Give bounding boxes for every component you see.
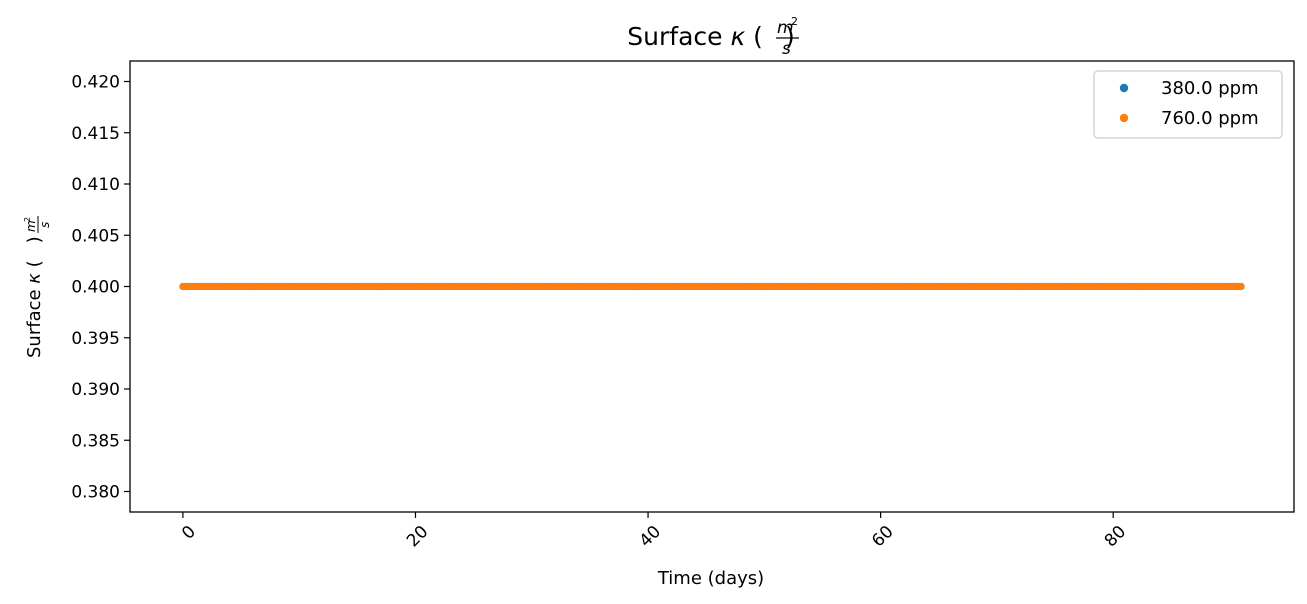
title-kappa: κ — [730, 22, 745, 51]
y-tick-label: 0.415 — [71, 124, 120, 144]
ylabel-fraction-numerator: m — [24, 220, 38, 232]
ylabel-fraction-superscript: 2 — [23, 217, 32, 222]
legend-marker-760-ppm — [1119, 113, 1129, 123]
ylabel-kappa: κ — [24, 273, 45, 284]
data-points — [179, 282, 1245, 291]
legend-frame — [1093, 70, 1283, 139]
title-close-paren: ) — [785, 22, 795, 51]
data-point — [1237, 282, 1245, 291]
legend-label-760-ppm: 760.0 ppm — [1161, 108, 1259, 129]
title-prefix: Surface — [627, 22, 730, 51]
chart-title: Surface κ ( ) — [627, 22, 794, 51]
legend: 380.0 ppm 760.0 ppm — [1093, 70, 1283, 139]
x-axis-label: Time (days) — [657, 568, 764, 589]
y-tick-label: 0.410 — [71, 175, 120, 195]
ylabel-fraction-denominator: s — [38, 222, 52, 228]
legend-label-380-ppm: 380.0 ppm — [1161, 78, 1259, 99]
title-fraction-denominator: s — [782, 39, 791, 59]
ylabel-open-paren: ( — [24, 260, 45, 273]
legend-marker-380-ppm — [1119, 83, 1129, 93]
title-fraction: m 2 s — [776, 15, 799, 59]
y-tick-label: 0.395 — [71, 329, 120, 349]
title-fraction-numerator: m — [777, 18, 794, 38]
y-tick-label: 0.420 — [71, 73, 120, 93]
y-tick-label: 0.405 — [71, 226, 120, 246]
ylabel-close-paren: ) — [24, 236, 45, 243]
y-tick-label: 0.385 — [71, 431, 120, 451]
ylabel-prefix: Surface — [24, 284, 45, 358]
title-fraction-superscript: 2 — [791, 15, 798, 28]
plot-area — [129, 60, 1295, 513]
y-tick-label: 0.380 — [71, 483, 120, 503]
y-axis-label-text: Surface κ ( ) — [24, 236, 45, 358]
series-760-0-ppm — [179, 282, 1245, 291]
y-axis-label: Surface κ ( ) m 2 s — [23, 216, 52, 358]
y-tick-label: 0.400 — [71, 278, 120, 298]
y-tick-label: 0.390 — [71, 380, 120, 400]
title-open-paren: ( — [745, 22, 763, 51]
y-axis: 0.380 0.385 0.390 0.395 0.400 0.405 0.410 0.415… — [71, 73, 130, 503]
